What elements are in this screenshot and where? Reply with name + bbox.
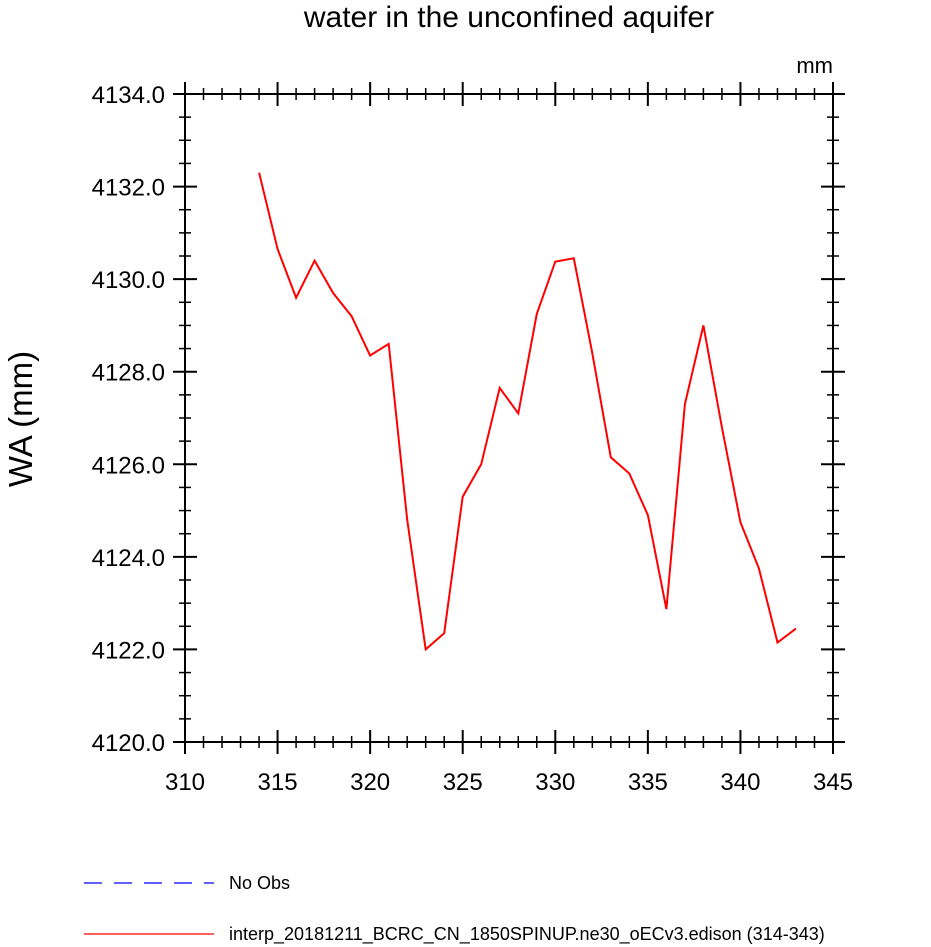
legend: No Obs interp_20181211_BCRC_CN_1850SPINUP… [84, 873, 825, 945]
y-tick-label: 4122.0 [92, 637, 165, 664]
x-tick-label: 335 [628, 769, 668, 796]
legend-label: interp_20181211_BCRC_CN_1850SPINUP.ne30_… [229, 924, 825, 945]
x-tick-label: 330 [535, 769, 575, 796]
series-line [258, 172, 797, 652]
units-label: mm [796, 53, 833, 78]
chart-title: water in the unconfined aquifer [303, 1, 714, 34]
x-tick-label: 315 [258, 769, 298, 796]
y-tick-label: 4132.0 [92, 175, 165, 202]
legend-label: No Obs [229, 873, 290, 893]
axis-ticks [173, 82, 845, 754]
x-tick-label: 325 [443, 769, 483, 796]
y-tick-label: 4134.0 [92, 82, 165, 109]
x-tick-label: 320 [350, 769, 390, 796]
axis-tick-labels: 310 315 320 325 330 335 340 345 4120.0 4122.0 4124… [92, 82, 853, 796]
y-tick-label: 4126.0 [92, 452, 165, 479]
y-tick-label: 4130.0 [92, 267, 165, 294]
y-tick-label: 4128.0 [92, 360, 165, 387]
y-tick-label: 4120.0 [92, 730, 165, 757]
plot-frame [184, 93, 834, 743]
y-tick-label: 4124.0 [92, 545, 165, 572]
x-tick-label: 345 [813, 769, 853, 796]
y-axis-label: WA (mm) [2, 351, 39, 487]
x-tick-label: 340 [720, 769, 760, 796]
x-tick-label: 310 [165, 769, 205, 796]
series-layer [258, 172, 797, 652]
